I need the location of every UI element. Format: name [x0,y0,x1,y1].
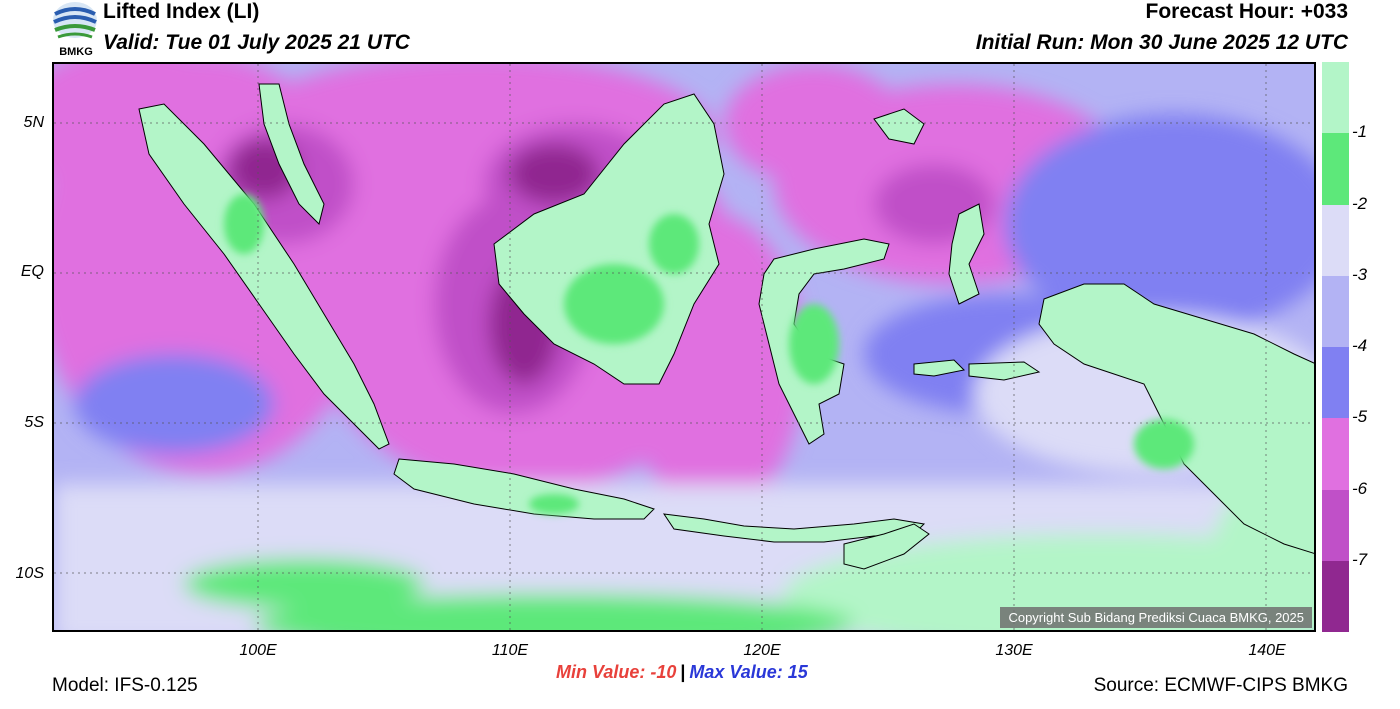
lon-label-100e: 100E [239,642,277,659]
colorbar-segment [1322,418,1349,490]
colorbar-label: -4 [1352,336,1368,355]
initial-run: Initial Run: Mon 30 June 2025 12 UTC [975,31,1348,54]
lon-label-130e: 130E [995,642,1033,659]
colorbar-label: -7 [1352,549,1368,569]
separator: | [680,662,686,682]
copyright-notice: Copyright Sub Bidang Prediksi Cuaca BMKG… [1000,607,1312,628]
lat-label-5s: 5S [24,414,44,431]
lon-label-110e: 110E [491,642,529,659]
colorbar-segment [1322,560,1349,632]
source-label: Source: ECMWF-CIPS BMKG [1093,675,1348,696]
forecast-hour: Forecast Hour: +033 [1145,0,1349,23]
lat-label-10s: 10S [15,565,44,582]
lon-label-120e: 120E [743,642,781,659]
lat-label-5n: 5N [23,114,44,131]
colorbar-segment [1322,62,1349,134]
colorbar-label: -6 [1352,478,1368,498]
lat-label-eq: EQ [20,263,44,280]
valid-time: Valid: Tue 01 July 2025 21 UTC [103,31,410,54]
chart-title: Lifted Index (LI) [103,0,260,23]
colorbar-label: -3 [1352,264,1368,284]
logo-text: BMKG [59,46,93,58]
lifted-index-map: Copyright Sub Bidang Prediksi Cuaca BMKG… [52,62,1316,632]
colorbar-segment [1322,133,1349,205]
colorbar-segment [1322,489,1349,561]
colorbar-label: -1 [1352,122,1368,142]
colorbar-label: -2 [1352,193,1368,213]
min-max-values: Min Value: -10 | Max Value: 15 [556,662,808,683]
colorbar-segment [1322,347,1349,419]
max-value: Max Value: 15 [689,662,808,682]
min-value: Min Value: -10 [556,662,677,682]
lon-label-140e: 140E [1248,642,1286,659]
colorbar-segment [1322,275,1349,347]
colorbar-segment [1322,204,1349,276]
colorbar-label: -5 [1352,407,1368,427]
model-label: Model: IFS-0.125 [52,675,198,696]
colorbar [1322,62,1349,632]
bmkg-logo-icon [51,0,99,60]
